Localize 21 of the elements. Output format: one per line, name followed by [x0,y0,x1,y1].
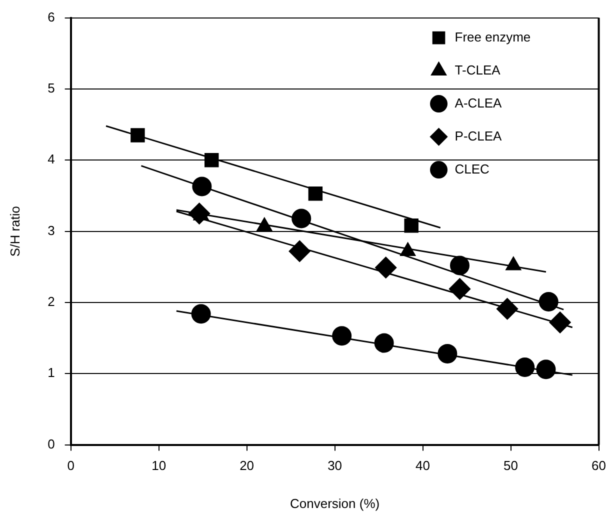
x-tick-label: 60 [592,458,606,474]
y-axis-title: S/H ratio [7,206,22,257]
y-tick-label: 6 [48,9,55,24]
x-tick-label: 20 [240,458,254,474]
x-tick-label: 50 [504,458,518,474]
x-tick-label: 40 [416,458,430,474]
legend-label: P-CLEA [454,128,502,144]
x-tick-label: 0 [67,458,74,474]
y-tick-label: 3 [48,222,55,238]
x-axis-title: Conversion (%) [290,496,380,511]
y-tick-label: 4 [48,152,55,167]
legend-label: Free enzyme [454,29,531,44]
y-tick-label: 5 [48,80,55,96]
y-tick-label: 1 [48,365,55,380]
x-tick-label: 10 [152,458,166,474]
x-tick-label: 30 [328,458,342,474]
y-tick-label: 2 [48,294,55,310]
legend-label: CLEC [454,161,490,176]
legend-label: A-CLEA [454,95,502,110]
legend-label: T-CLEA [454,62,501,78]
y-tick-label: 0 [48,436,55,452]
